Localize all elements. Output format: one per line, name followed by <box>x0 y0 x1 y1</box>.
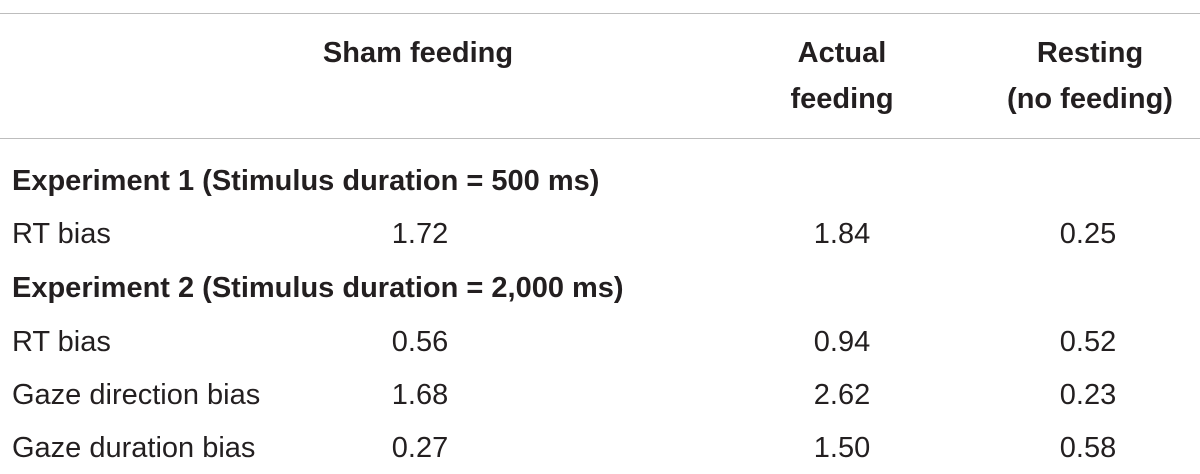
column-header-actual-feeding: Actual feeding <box>770 30 914 122</box>
row-label: RT bias <box>12 218 111 250</box>
table-top-rule <box>0 13 1200 14</box>
column-header-actual-line2: feeding <box>790 83 894 115</box>
cell-actual-feeding: 0.94 <box>813 326 871 358</box>
cell-sham-feeding: 0.27 <box>391 432 449 464</box>
cell-sham-feeding: 1.72 <box>391 218 449 250</box>
cell-resting: 0.58 <box>1059 432 1117 464</box>
column-header-resting: Resting (no feeding) <box>990 30 1190 122</box>
cell-resting: 0.52 <box>1059 326 1117 358</box>
column-header-resting-line1: Resting <box>1036 37 1144 69</box>
section-title-experiment-2: Experiment 2 (Stimulus duration = 2,000 … <box>12 272 624 304</box>
table-row: Gaze direction bias 1.68 2.62 0.23 <box>0 375 1200 415</box>
cell-actual-feeding: 2.62 <box>813 379 871 411</box>
section-title-experiment-1: Experiment 1 (Stimulus duration = 500 ms… <box>12 165 600 197</box>
column-header-resting-line2: (no feeding) <box>1007 83 1173 115</box>
column-header-sham-text: Sham feeding <box>322 37 514 69</box>
column-header-sham-feeding: Sham feeding <box>300 30 536 76</box>
row-label: Gaze duration bias <box>12 432 256 464</box>
cell-sham-feeding: 1.68 <box>391 379 449 411</box>
row-label: RT bias <box>12 326 111 358</box>
table-header-rule <box>0 138 1200 139</box>
table-row: Gaze duration bias 0.27 1.50 0.58 <box>0 428 1200 468</box>
cell-actual-feeding: 1.84 <box>813 218 871 250</box>
table-row: RT bias 0.56 0.94 0.52 <box>0 322 1200 362</box>
cell-resting: 0.25 <box>1059 218 1117 250</box>
cell-resting: 0.23 <box>1059 379 1117 411</box>
column-header-actual-line1: Actual <box>797 37 887 69</box>
cell-actual-feeding: 1.50 <box>813 432 871 464</box>
table-row: RT bias 1.72 1.84 0.25 <box>0 214 1200 254</box>
row-label: Gaze direction bias <box>12 379 261 411</box>
cell-sham-feeding: 0.56 <box>391 326 449 358</box>
